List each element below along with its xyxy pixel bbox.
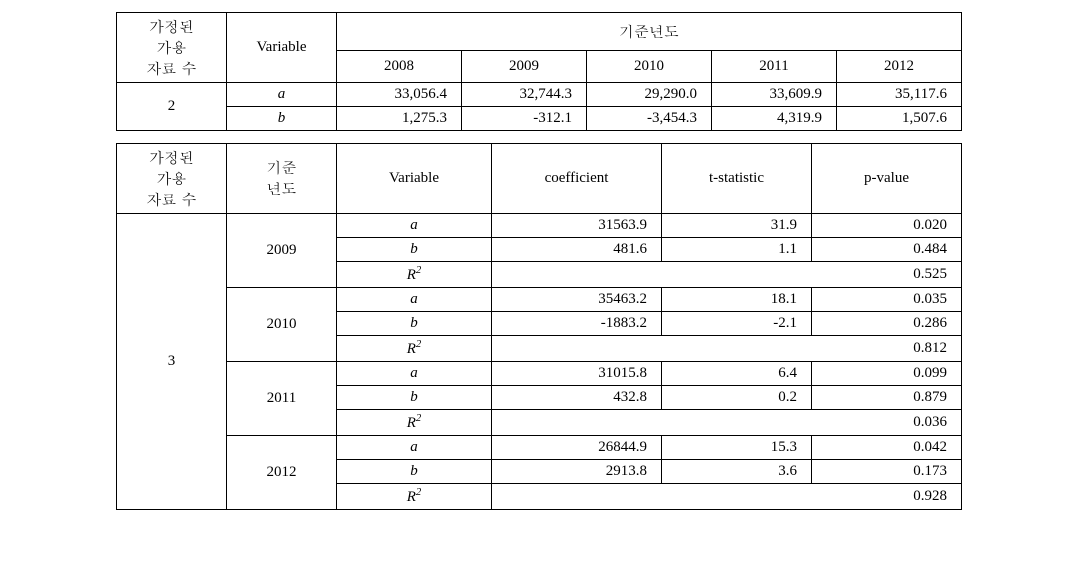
t1-b-0: 1,275.3: [337, 107, 462, 131]
t2-g1-var-r2: R2: [337, 335, 492, 361]
t2-g2-a-t: 6.4: [662, 361, 812, 385]
t2-year-0: 2009: [227, 213, 337, 287]
t2-g0-a-p: 0.020: [812, 213, 962, 237]
t2-g2-var-r2: R2: [337, 409, 492, 435]
t1-a-1: 32,744.3: [462, 83, 587, 107]
table-1: 가정된가용자료 수 Variable 기준년도 2008 2009 2010 2…: [116, 12, 962, 143]
r2-base: R: [407, 415, 416, 431]
t2-g2-b-coef: 432.8: [492, 385, 662, 409]
t2-h-datacount: 가정된가용자료 수: [117, 143, 227, 213]
t2-g2-r2: 0.036: [492, 409, 962, 435]
t2-g0-b-t: 1.1: [662, 237, 812, 261]
r2-base: R: [407, 267, 416, 283]
t2-g0-a-t: 31.9: [662, 213, 812, 237]
t1-var-a: a: [227, 83, 337, 107]
t2-g1-b-coef: -1883.2: [492, 311, 662, 335]
t2-g1-r2: 0.812: [492, 335, 962, 361]
t2-g0-r2: 0.525: [492, 261, 962, 287]
t2-g2-var-b: b: [337, 385, 492, 409]
t1-year-1: 2009: [462, 50, 587, 82]
t1-year-2: 2010: [587, 50, 712, 82]
t1-b-2: -3,454.3: [587, 107, 712, 131]
t2-g3-b-coef: 2913.8: [492, 459, 662, 483]
r2-sup: 2: [416, 413, 421, 424]
t2-g1-b-t: -2.1: [662, 311, 812, 335]
r2-sup: 2: [416, 487, 421, 498]
t1-a-3: 33,609.9: [712, 83, 837, 107]
t1-year-3: 2011: [712, 50, 837, 82]
t2-h-pval: p-value: [812, 143, 962, 213]
t2-g1-a-coef: 35463.2: [492, 287, 662, 311]
table-2: 가정된가용자료 수 기준년도 Variable coefficient t-st…: [116, 143, 962, 510]
t1-a-0: 33,056.4: [337, 83, 462, 107]
table-gap: [117, 131, 962, 143]
t2-g2-a-coef: 31015.8: [492, 361, 662, 385]
r2-sup: 2: [416, 265, 421, 276]
t1-rowcount: 2: [117, 83, 227, 131]
t1-h-variable: Variable: [227, 13, 337, 83]
t2-g3-r2: 0.928: [492, 483, 962, 509]
t1-h-datacount: 가정된가용자료 수: [117, 13, 227, 83]
t2-g0-var-b: b: [337, 237, 492, 261]
t2-h-variable: Variable: [337, 143, 492, 213]
t1-a-2: 29,290.0: [587, 83, 712, 107]
t2-g0-b-p: 0.484: [812, 237, 962, 261]
t2-g1-a-t: 18.1: [662, 287, 812, 311]
t2-g2-a-p: 0.099: [812, 361, 962, 385]
r2-sup: 2: [416, 339, 421, 350]
t2-g0-a-coef: 31563.9: [492, 213, 662, 237]
t2-g3-b-p: 0.173: [812, 459, 962, 483]
r2-base: R: [407, 489, 416, 505]
t2-g1-var-a: a: [337, 287, 492, 311]
t1-b-3: 4,319.9: [712, 107, 837, 131]
t1-h-baseyear: 기준년도: [337, 13, 962, 51]
t2-year-1: 2010: [227, 287, 337, 361]
t2-g0-b-coef: 481.6: [492, 237, 662, 261]
t1-year-4: 2012: [837, 50, 962, 82]
t2-g0-var-r2: R2: [337, 261, 492, 287]
t2-g3-a-coef: 26844.9: [492, 435, 662, 459]
t2-rowcount: 3: [117, 213, 227, 509]
t2-g3-var-r2: R2: [337, 483, 492, 509]
t2-g2-b-p: 0.879: [812, 385, 962, 409]
t1-b-1: -312.1: [462, 107, 587, 131]
t2-g3-var-a: a: [337, 435, 492, 459]
t2-g1-a-p: 0.035: [812, 287, 962, 311]
t2-g3-a-p: 0.042: [812, 435, 962, 459]
t1-a-4: 35,117.6: [837, 83, 962, 107]
t1-year-0: 2008: [337, 50, 462, 82]
t2-year-3: 2012: [227, 435, 337, 509]
t2-g0-var-a: a: [337, 213, 492, 237]
t2-h-tstat: t-statistic: [662, 143, 812, 213]
t2-g2-var-a: a: [337, 361, 492, 385]
t2-g3-var-b: b: [337, 459, 492, 483]
t2-h-coef: coefficient: [492, 143, 662, 213]
t1-var-b: b: [227, 107, 337, 131]
t1-b-4: 1,507.6: [837, 107, 962, 131]
t2-year-2: 2011: [227, 361, 337, 435]
t2-g3-a-t: 15.3: [662, 435, 812, 459]
t2-g2-b-t: 0.2: [662, 385, 812, 409]
t2-g3-b-t: 3.6: [662, 459, 812, 483]
t2-g1-b-p: 0.286: [812, 311, 962, 335]
t2-g1-var-b: b: [337, 311, 492, 335]
t2-h-baseyear: 기준년도: [227, 143, 337, 213]
r2-base: R: [407, 341, 416, 357]
